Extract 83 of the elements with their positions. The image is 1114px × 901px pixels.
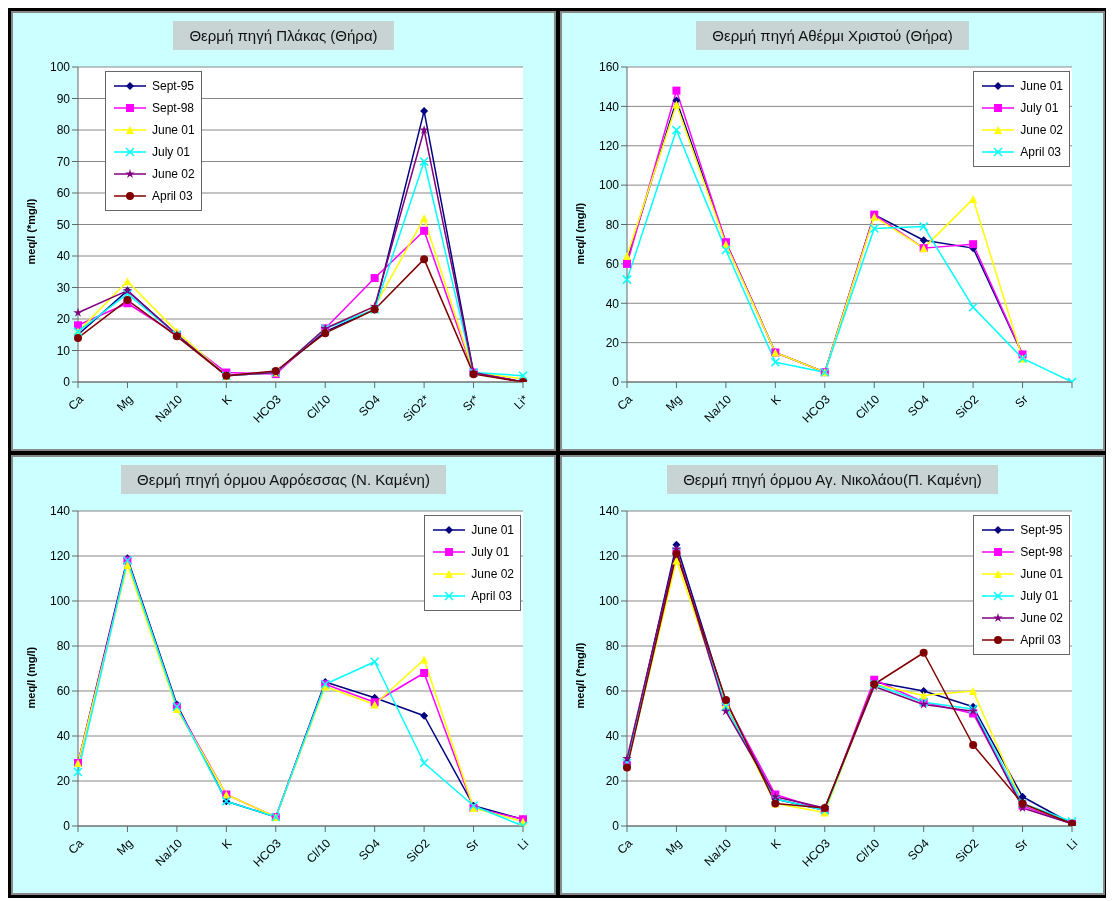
y-tick-label: 60 — [605, 684, 620, 699]
x-tick-label: Mg — [113, 836, 136, 858]
y-tick-label: 80 — [56, 639, 71, 654]
y-tick-label: 140 — [49, 504, 71, 519]
y-tick-label: 60 — [56, 186, 71, 201]
legend-label: June 01 — [1020, 79, 1063, 93]
legend-label: April 03 — [471, 589, 512, 603]
legend-label: April 03 — [1020, 633, 1061, 647]
y-tick-label: 40 — [56, 249, 71, 264]
x-tick-label: Ca — [614, 836, 636, 857]
legend-label: July 01 — [152, 145, 191, 159]
y-tick-label: 160 — [598, 60, 620, 75]
legend-label: June 02 — [152, 167, 195, 181]
y-tick-label: 30 — [56, 280, 71, 295]
y-tick-label: 0 — [612, 375, 620, 390]
x-tick-label: K — [218, 836, 235, 852]
x-tick-label: Sr — [463, 836, 482, 855]
y-tick-label: 20 — [605, 335, 620, 350]
x-tick-label: Mg — [662, 392, 685, 414]
legend-label: July 01 — [1020, 101, 1059, 115]
legend-label: July 01 — [1020, 589, 1059, 603]
y-tick-label: 0 — [63, 819, 71, 834]
x-tick-label: Mg — [662, 836, 685, 858]
y-tick-label: 140 — [598, 99, 620, 114]
y-tick-label: 20 — [56, 312, 71, 327]
x-tick-label: Ca — [65, 836, 87, 857]
y-tick-label: 40 — [605, 729, 620, 744]
y-tick-label: 70 — [56, 154, 71, 169]
legend-label: Sept-95 — [152, 79, 195, 93]
x-tick-label: Li — [514, 836, 532, 853]
legend-label: Sept-98 — [1020, 545, 1063, 559]
legend-label: July 01 — [471, 545, 510, 559]
legend-label: Sept-95 — [1020, 523, 1063, 537]
legend-label: April 03 — [1020, 145, 1061, 159]
legend-label: Sept-98 — [152, 101, 195, 115]
y-tick-label: 10 — [56, 343, 71, 358]
y-tick-label: 0 — [63, 375, 71, 390]
y-tick-label: 40 — [56, 729, 71, 744]
y-tick-label: 90 — [56, 91, 71, 106]
y-tick-label: 120 — [598, 139, 620, 154]
y-axis-title: meq/l (mg/l) — [24, 646, 37, 709]
legend-label: June 02 — [471, 567, 514, 581]
y-tick-label: 80 — [56, 123, 71, 138]
y-tick-label: 120 — [49, 549, 71, 564]
y-tick-label: 100 — [49, 60, 71, 75]
y-tick-label: 60 — [56, 684, 71, 699]
chart-title: Θερμή πηγή Πλάκας (Θήρα) — [173, 21, 394, 50]
legend-label: June 01 — [152, 123, 195, 137]
x-tick-label: Mg — [113, 392, 136, 414]
legend-label: June 01 — [471, 523, 514, 537]
y-tick-label: 100 — [49, 594, 71, 609]
y-tick-label: 50 — [56, 217, 71, 232]
x-tick-label: Ca — [614, 392, 636, 413]
x-tick-label: K — [218, 392, 235, 408]
y-tick-label: 20 — [56, 774, 71, 789]
y-tick-label: 20 — [605, 774, 620, 789]
y-tick-label: 140 — [598, 504, 620, 519]
legend-label: June 01 — [1020, 567, 1063, 581]
x-tick-label: Sr — [1012, 392, 1031, 411]
y-tick-label: 120 — [598, 549, 620, 564]
y-axis-title: meq/l (*mg/l) — [573, 642, 586, 709]
x-tick-label: Ca — [65, 392, 87, 413]
y-tick-label: 80 — [605, 217, 620, 232]
y-tick-label: 0 — [612, 819, 620, 834]
legend-label: June 02 — [1020, 611, 1063, 625]
x-tick-label: K — [767, 392, 784, 408]
y-axis-title: meq/l (mg/l) — [573, 202, 586, 265]
y-tick-label: 100 — [598, 594, 620, 609]
x-tick-label: K — [767, 836, 784, 852]
x-tick-label: Li* — [511, 392, 532, 413]
x-tick-label: Sr — [1012, 836, 1031, 855]
x-tick-label: Sr* — [460, 392, 482, 414]
chart-title: Θερμή πηγή όρμου Αφρόεσσας (Ν. Καμένη) — [121, 465, 446, 494]
chart-title: Θερμή πηγή όρμου Αγ. Νικολάου(Π. Καμένη) — [667, 465, 998, 494]
y-tick-label: 100 — [598, 178, 620, 193]
y-tick-label: 40 — [605, 296, 620, 311]
legend-label: April 03 — [152, 189, 193, 203]
legend-label: June 02 — [1020, 123, 1063, 137]
x-tick-label: Li — [1063, 836, 1081, 853]
y-tick-label: 80 — [605, 639, 620, 654]
y-tick-label: 60 — [605, 257, 620, 272]
chart-title: Θερμή πηγή Αθέρμι Χριστού (Θήρα) — [696, 21, 969, 50]
y-axis-title: meq/l (*mg/l) — [24, 198, 37, 265]
